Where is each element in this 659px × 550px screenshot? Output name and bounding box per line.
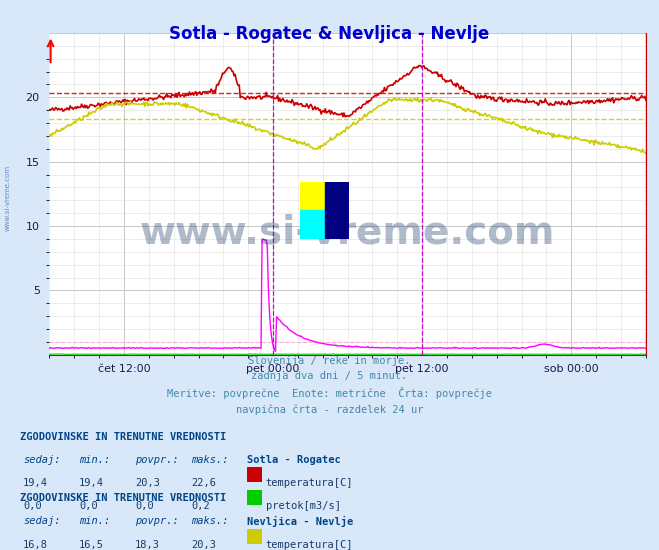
Text: 16,8: 16,8 [23,540,48,549]
Text: Slovenija / reke in morje.
zadnja dva dni / 5 minut.
Meritve: povprečne  Enote: : Slovenija / reke in morje. zadnja dva dn… [167,356,492,415]
Text: Sotla - Rogatec: Sotla - Rogatec [247,455,341,465]
Text: ZGODOVINSKE IN TRENUTNE VREDNOSTI: ZGODOVINSKE IN TRENUTNE VREDNOSTI [20,493,226,503]
Text: 0,0: 0,0 [79,501,98,511]
Text: maks.:: maks.: [191,455,229,465]
Text: 0,0: 0,0 [23,501,42,511]
Text: 20,3: 20,3 [191,540,216,549]
Text: 18,3: 18,3 [135,540,160,549]
Text: 0,2: 0,2 [191,501,210,511]
Text: 0,0: 0,0 [135,501,154,511]
Text: Nevljica - Nevlje: Nevljica - Nevlje [247,516,353,527]
Text: pretok[m3/s]: pretok[m3/s] [266,501,341,511]
Text: Sotla - Rogatec & Nevljica - Nevlje: Sotla - Rogatec & Nevljica - Nevlje [169,25,490,43]
Text: maks.:: maks.: [191,516,229,526]
Text: www.si-vreme.com: www.si-vreme.com [140,213,556,251]
Polygon shape [300,211,325,239]
Text: 19,4: 19,4 [23,478,48,488]
Text: sedaj:: sedaj: [23,455,61,465]
Text: povpr.:: povpr.: [135,516,179,526]
Polygon shape [300,182,325,211]
Text: www.si-vreme.com: www.si-vreme.com [5,165,11,231]
Text: temperatura[C]: temperatura[C] [266,540,353,549]
Text: sedaj:: sedaj: [23,516,61,526]
Text: 20,3: 20,3 [135,478,160,488]
Text: 16,5: 16,5 [79,540,104,549]
Text: ZGODOVINSKE IN TRENUTNE VREDNOSTI: ZGODOVINSKE IN TRENUTNE VREDNOSTI [20,432,226,442]
Text: temperatura[C]: temperatura[C] [266,478,353,488]
Text: 22,6: 22,6 [191,478,216,488]
Text: min.:: min.: [79,455,110,465]
Text: povpr.:: povpr.: [135,455,179,465]
Text: 19,4: 19,4 [79,478,104,488]
Polygon shape [325,182,349,239]
Text: min.:: min.: [79,516,110,526]
